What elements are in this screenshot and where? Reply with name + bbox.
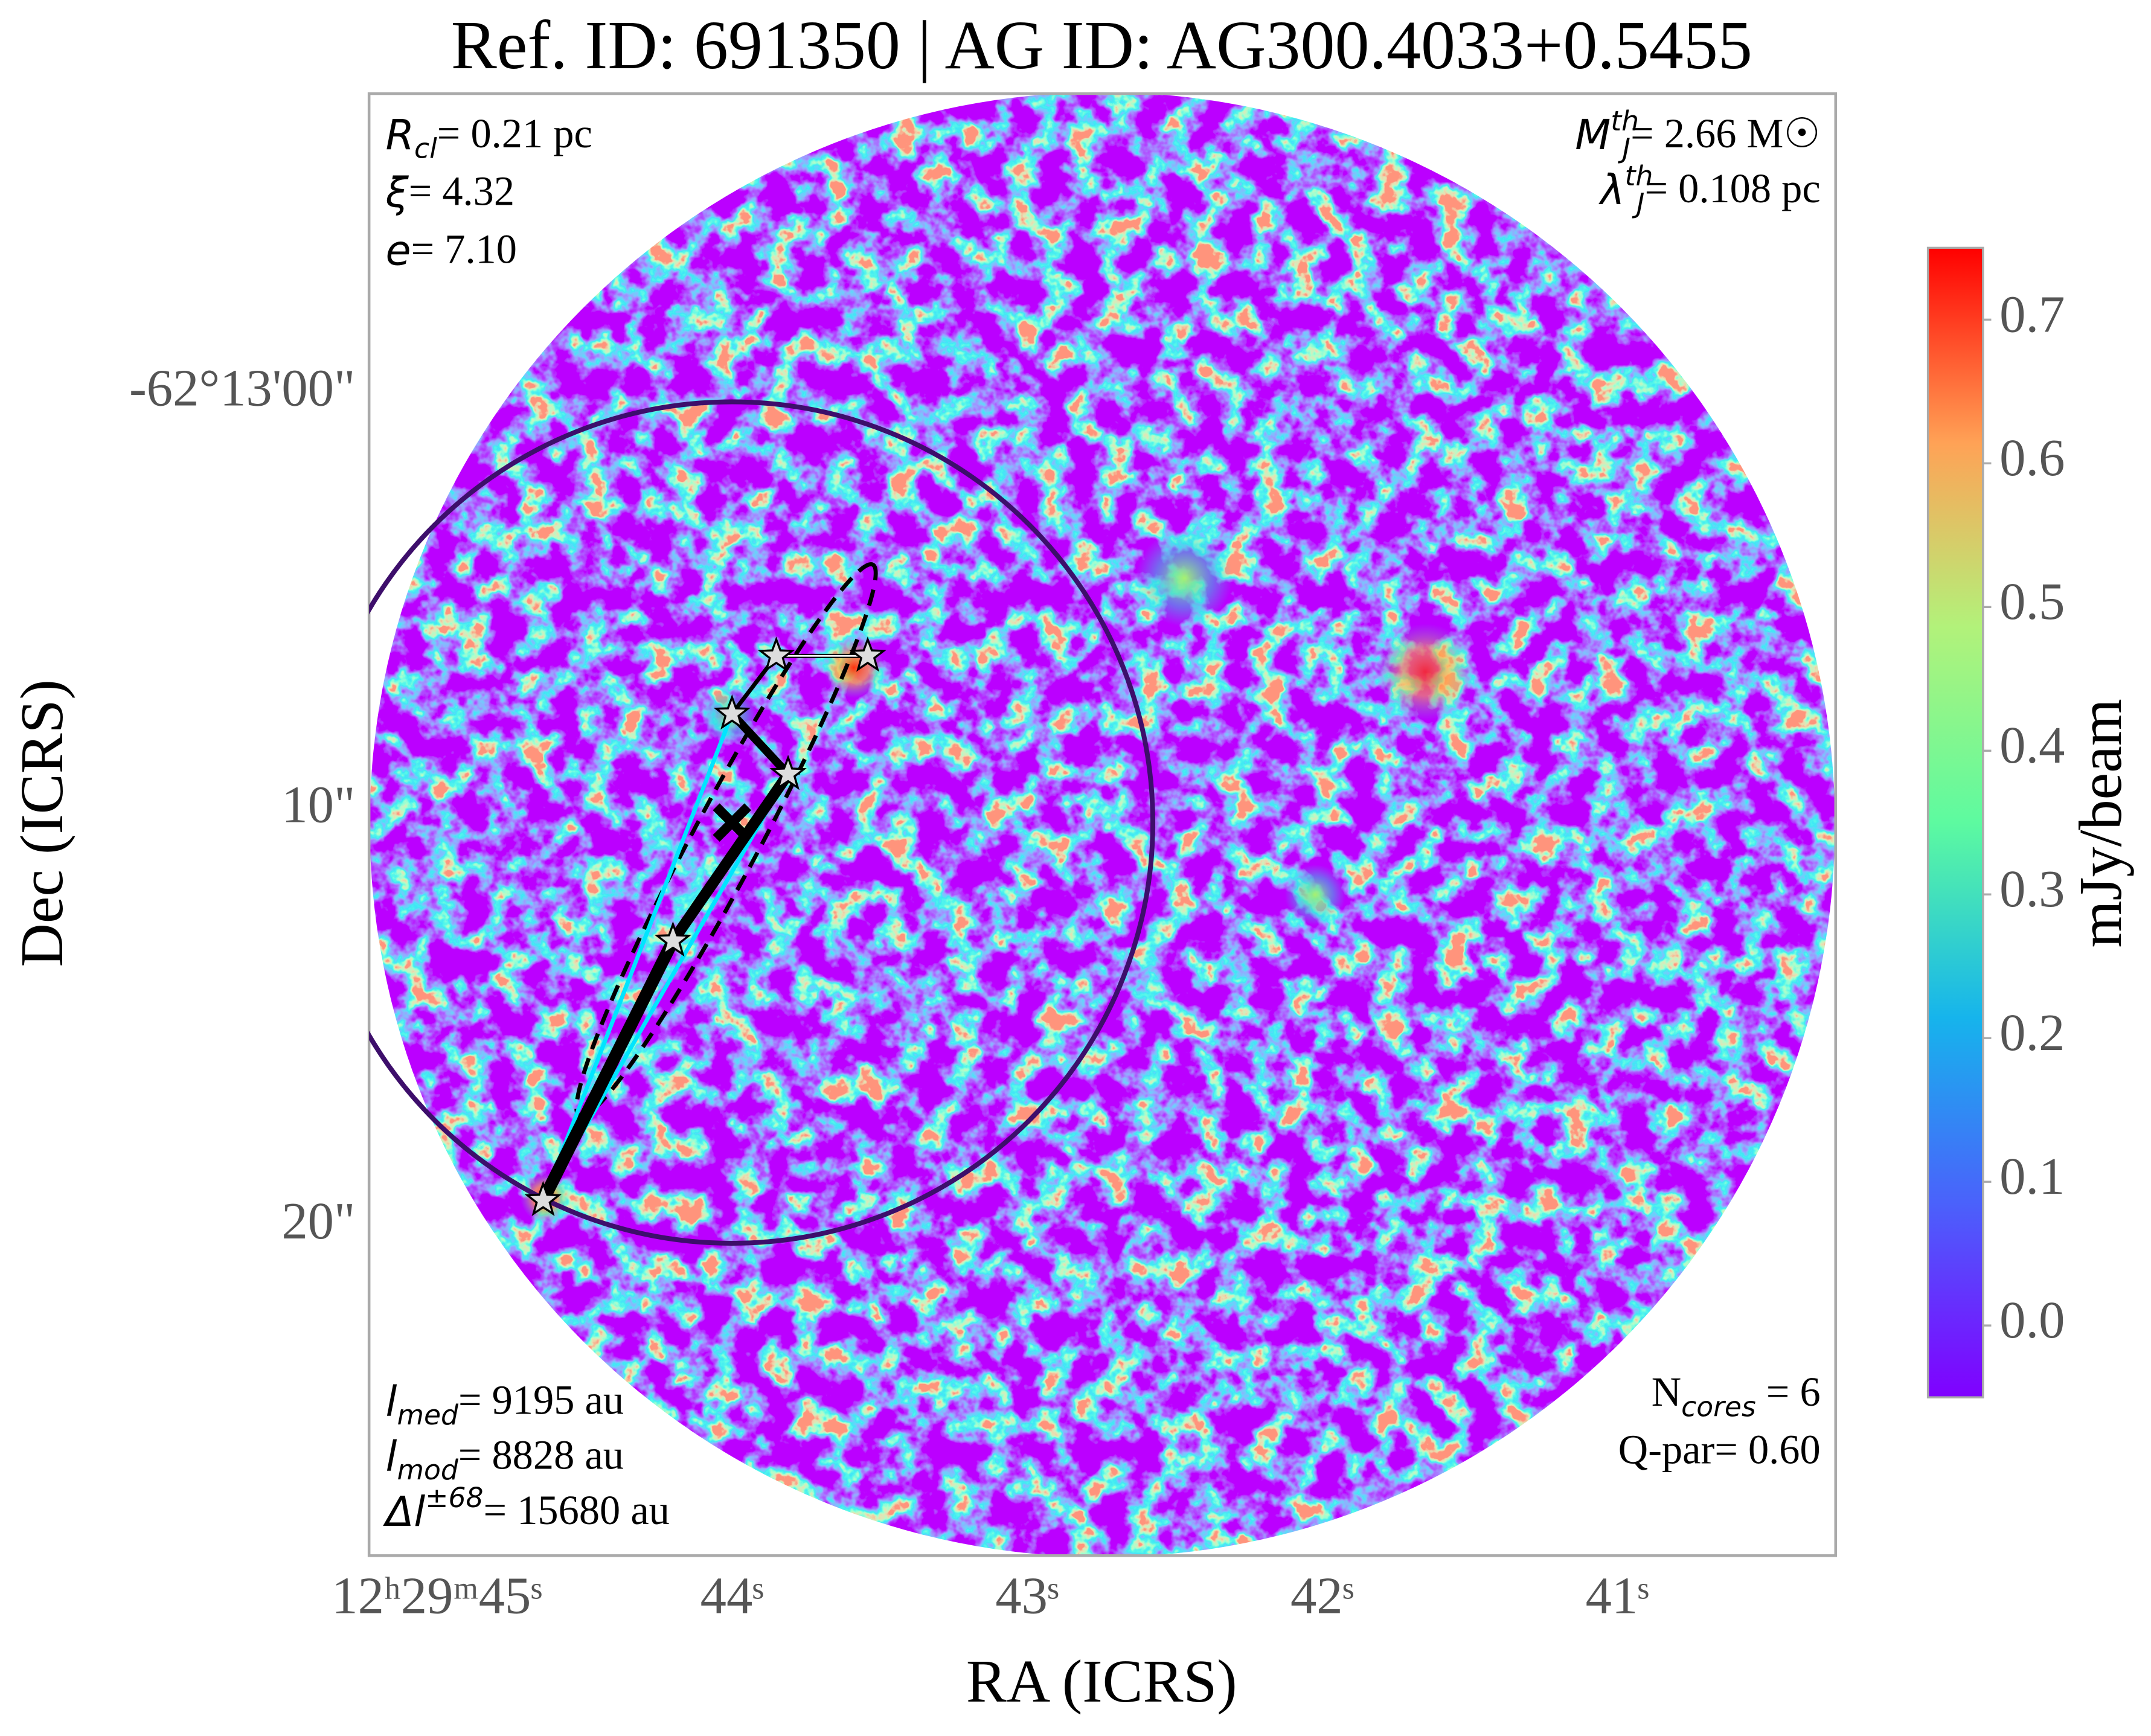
colorbar-tick-label: 0.5: [1999, 572, 2065, 630]
x-axis-label: RA (ICRS): [966, 1648, 1237, 1715]
annotation-sub: cl: [414, 132, 437, 164]
colorbar-tick-label: 0.7: [1999, 285, 2065, 343]
emission-blob: [1377, 623, 1474, 720]
annotation-symbol: M: [1575, 112, 1611, 159]
colorbar-tick-label: 0.0: [1999, 1291, 2065, 1349]
y-tick-label: 10": [281, 775, 355, 833]
noise-field: [370, 92, 1835, 1557]
mst-edge: [537, 938, 679, 1203]
x-tick-label: 41ˢ: [1586, 1566, 1649, 1624]
annotation-symbol: e: [386, 227, 411, 275]
annotation-text: = 2.66 M☉: [1630, 111, 1821, 156]
annotation-symbol: R: [386, 112, 415, 159]
annotation: ξ= 4.32: [385, 168, 515, 217]
y-tick-label: -62°13'00": [129, 359, 355, 417]
colorbar-tick-label: 0.6: [1999, 429, 2065, 487]
annotation: Q-par= 0.60: [1618, 1426, 1821, 1472]
core-marker: [769, 754, 807, 790]
cyan-edge: [541, 713, 734, 1202]
annotation: e= 7.10: [386, 226, 517, 275]
annotation-text: = 7.10: [411, 226, 517, 272]
annotation-text: = 0.21 pc: [437, 111, 592, 156]
annotation: lmed= 9195 au: [386, 1377, 624, 1430]
colorbar: [1926, 246, 1984, 1398]
core-marker: [849, 636, 886, 672]
annotation-symbol: λ: [1598, 167, 1624, 214]
colorbar-tick-label: 0.4: [1999, 716, 2065, 774]
annotation-text: = 0.108 pc: [1644, 165, 1820, 211]
annotation: Ncores = 6: [1652, 1369, 1821, 1423]
annotation-sup: th: [1611, 104, 1639, 136]
x-tick-label: 12ʰ29ᵐ45ˢ: [332, 1566, 542, 1624]
x-tick-label: 42ˢ: [1290, 1566, 1354, 1624]
annotation-symbol: Δl: [383, 1488, 426, 1536]
emission-blob: [1284, 864, 1345, 926]
annotation-text: = 8828 au: [458, 1432, 624, 1478]
overlay: [369, 399, 1155, 1246]
annotation-symbol: N: [1652, 1369, 1681, 1415]
colorbar-tick-label: 0.2: [1999, 1004, 2065, 1062]
annotation-symbol: l: [386, 1378, 397, 1426]
annotation-sup: th: [1625, 160, 1653, 192]
annotation-text: = 15680 au: [484, 1487, 670, 1533]
annotation-symbol: ξ: [385, 169, 409, 217]
core-marker: [757, 636, 795, 672]
annotation: Rcl= 0.21 pc: [386, 111, 592, 164]
y-axis-label: Dec (ICRS): [8, 679, 75, 967]
core-marker: [713, 694, 751, 730]
clump-circle: [369, 399, 1155, 1246]
y-tick-label: 20": [281, 1192, 355, 1250]
x-tick-label: 43ˢ: [995, 1566, 1059, 1624]
annotation-sub: cores: [1681, 1391, 1756, 1423]
annotation-sub: mod: [397, 1454, 459, 1486]
annotation-text: Q-par= 0.60: [1618, 1426, 1821, 1472]
annotation-text: = 9195 au: [458, 1377, 624, 1423]
title: Ref. ID: 691350 | AG ID: AG300.4033+0.54…: [451, 7, 1752, 83]
annotation-sup: ±68: [425, 1481, 483, 1513]
peak-marker: [713, 803, 752, 842]
core-marker: [524, 1180, 562, 1217]
mst-edge: [668, 771, 793, 944]
annotation-sub: med: [397, 1399, 459, 1431]
colorbar-label: mJy/beam: [2067, 699, 2134, 947]
annotation-text: = 4.32: [409, 168, 515, 214]
annotation: λth J= 0.108 pc: [1598, 160, 1821, 220]
intensity-map: [370, 92, 1835, 1557]
emission-blob: [1136, 530, 1233, 627]
core-marker: [654, 921, 692, 957]
x-tick-label: 44ˢ: [700, 1566, 764, 1624]
annotation-text: = 6: [1756, 1369, 1821, 1415]
annotation: Mth J= 2.66 M☉: [1575, 104, 1821, 164]
colorbar-tick-label: 0.1: [1999, 1147, 2065, 1205]
annotation-sub: J: [1632, 187, 1644, 219]
annotation: Δl±68= 15680 au: [383, 1481, 670, 1536]
annotation-symbol: l: [386, 1433, 397, 1481]
colorbar-tick-label: 0.3: [1999, 860, 2065, 918]
annotation: lmod= 8828 au: [386, 1432, 624, 1485]
plot-frame: [367, 92, 1838, 1557]
